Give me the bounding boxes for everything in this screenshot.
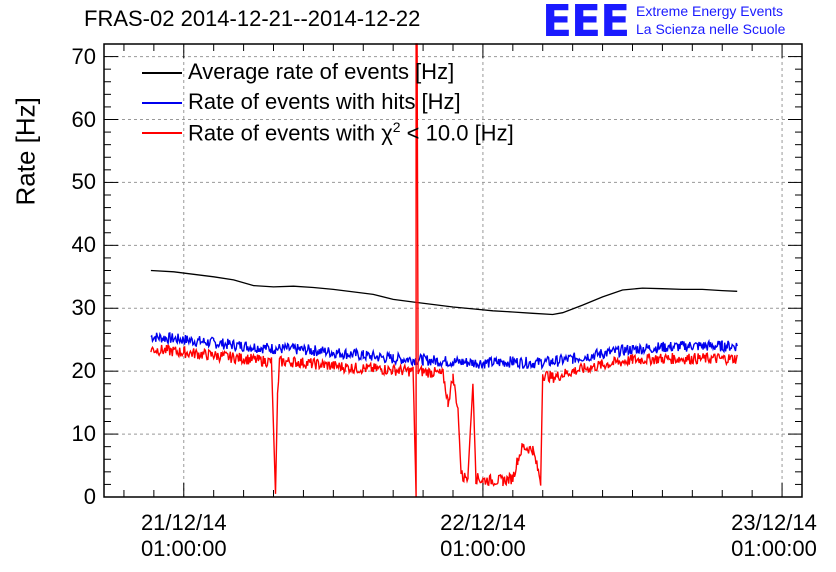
x-tick-date: 22/12/14 [440, 510, 526, 535]
x-tick-label: 21/12/14 01:00:00 [124, 510, 244, 562]
x-tick-label: 23/12/14 01:00:00 [714, 510, 834, 562]
series-line-3 [150, 43, 738, 498]
x-tick-date: 21/12/14 [140, 510, 227, 535]
eee-branding-text: Extreme Energy Events La Scienza nelle S… [636, 2, 785, 38]
y-axis-label: Rate [Hz] [10, 97, 41, 206]
x-tick-time: 01:00:00 [440, 536, 526, 561]
x-tick-time: 01:00:00 [140, 536, 227, 561]
legend-label-2: Rate of events with hits [Hz] [188, 89, 461, 114]
legend-chi-sup: 2 [392, 119, 401, 135]
eee-logo: EEE [542, 0, 630, 47]
series-line-1 [150, 269, 738, 316]
y-tick-label: 60 [71, 106, 96, 132]
y-tick-label: 50 [71, 169, 96, 195]
y-tick-label: 70 [71, 43, 96, 69]
x-tick-time: 01:00:00 [731, 536, 817, 561]
legend-label-1: Average rate of events [Hz] [188, 59, 455, 84]
legend-label-3: Rate of events with χ2 < 10.0 [Hz] [188, 119, 514, 146]
y-tick-label: 30 [71, 295, 96, 321]
y-tick-label: 0 [83, 484, 96, 509]
legend-chi-suffix: < 10.0 [Hz] [400, 120, 514, 146]
eee-line2: La Scienza nelle Scuole [636, 21, 786, 37]
x-tick-date: 23/12/14 [731, 510, 817, 535]
y-tick-label: 10 [71, 421, 96, 447]
legend-chi-prefix: Rate of events with χ [188, 120, 393, 146]
y-tick-label: 40 [71, 232, 96, 258]
y-tick-label: 20 [71, 358, 96, 384]
series-line-2 [150, 331, 738, 371]
eee-line1: Extreme Energy Events [636, 3, 784, 19]
x-tick-label: 22/12/14 01:00:00 [423, 510, 543, 562]
chart-title: FRAS-02 2014-12-21--2014-12-22 [84, 6, 421, 31]
